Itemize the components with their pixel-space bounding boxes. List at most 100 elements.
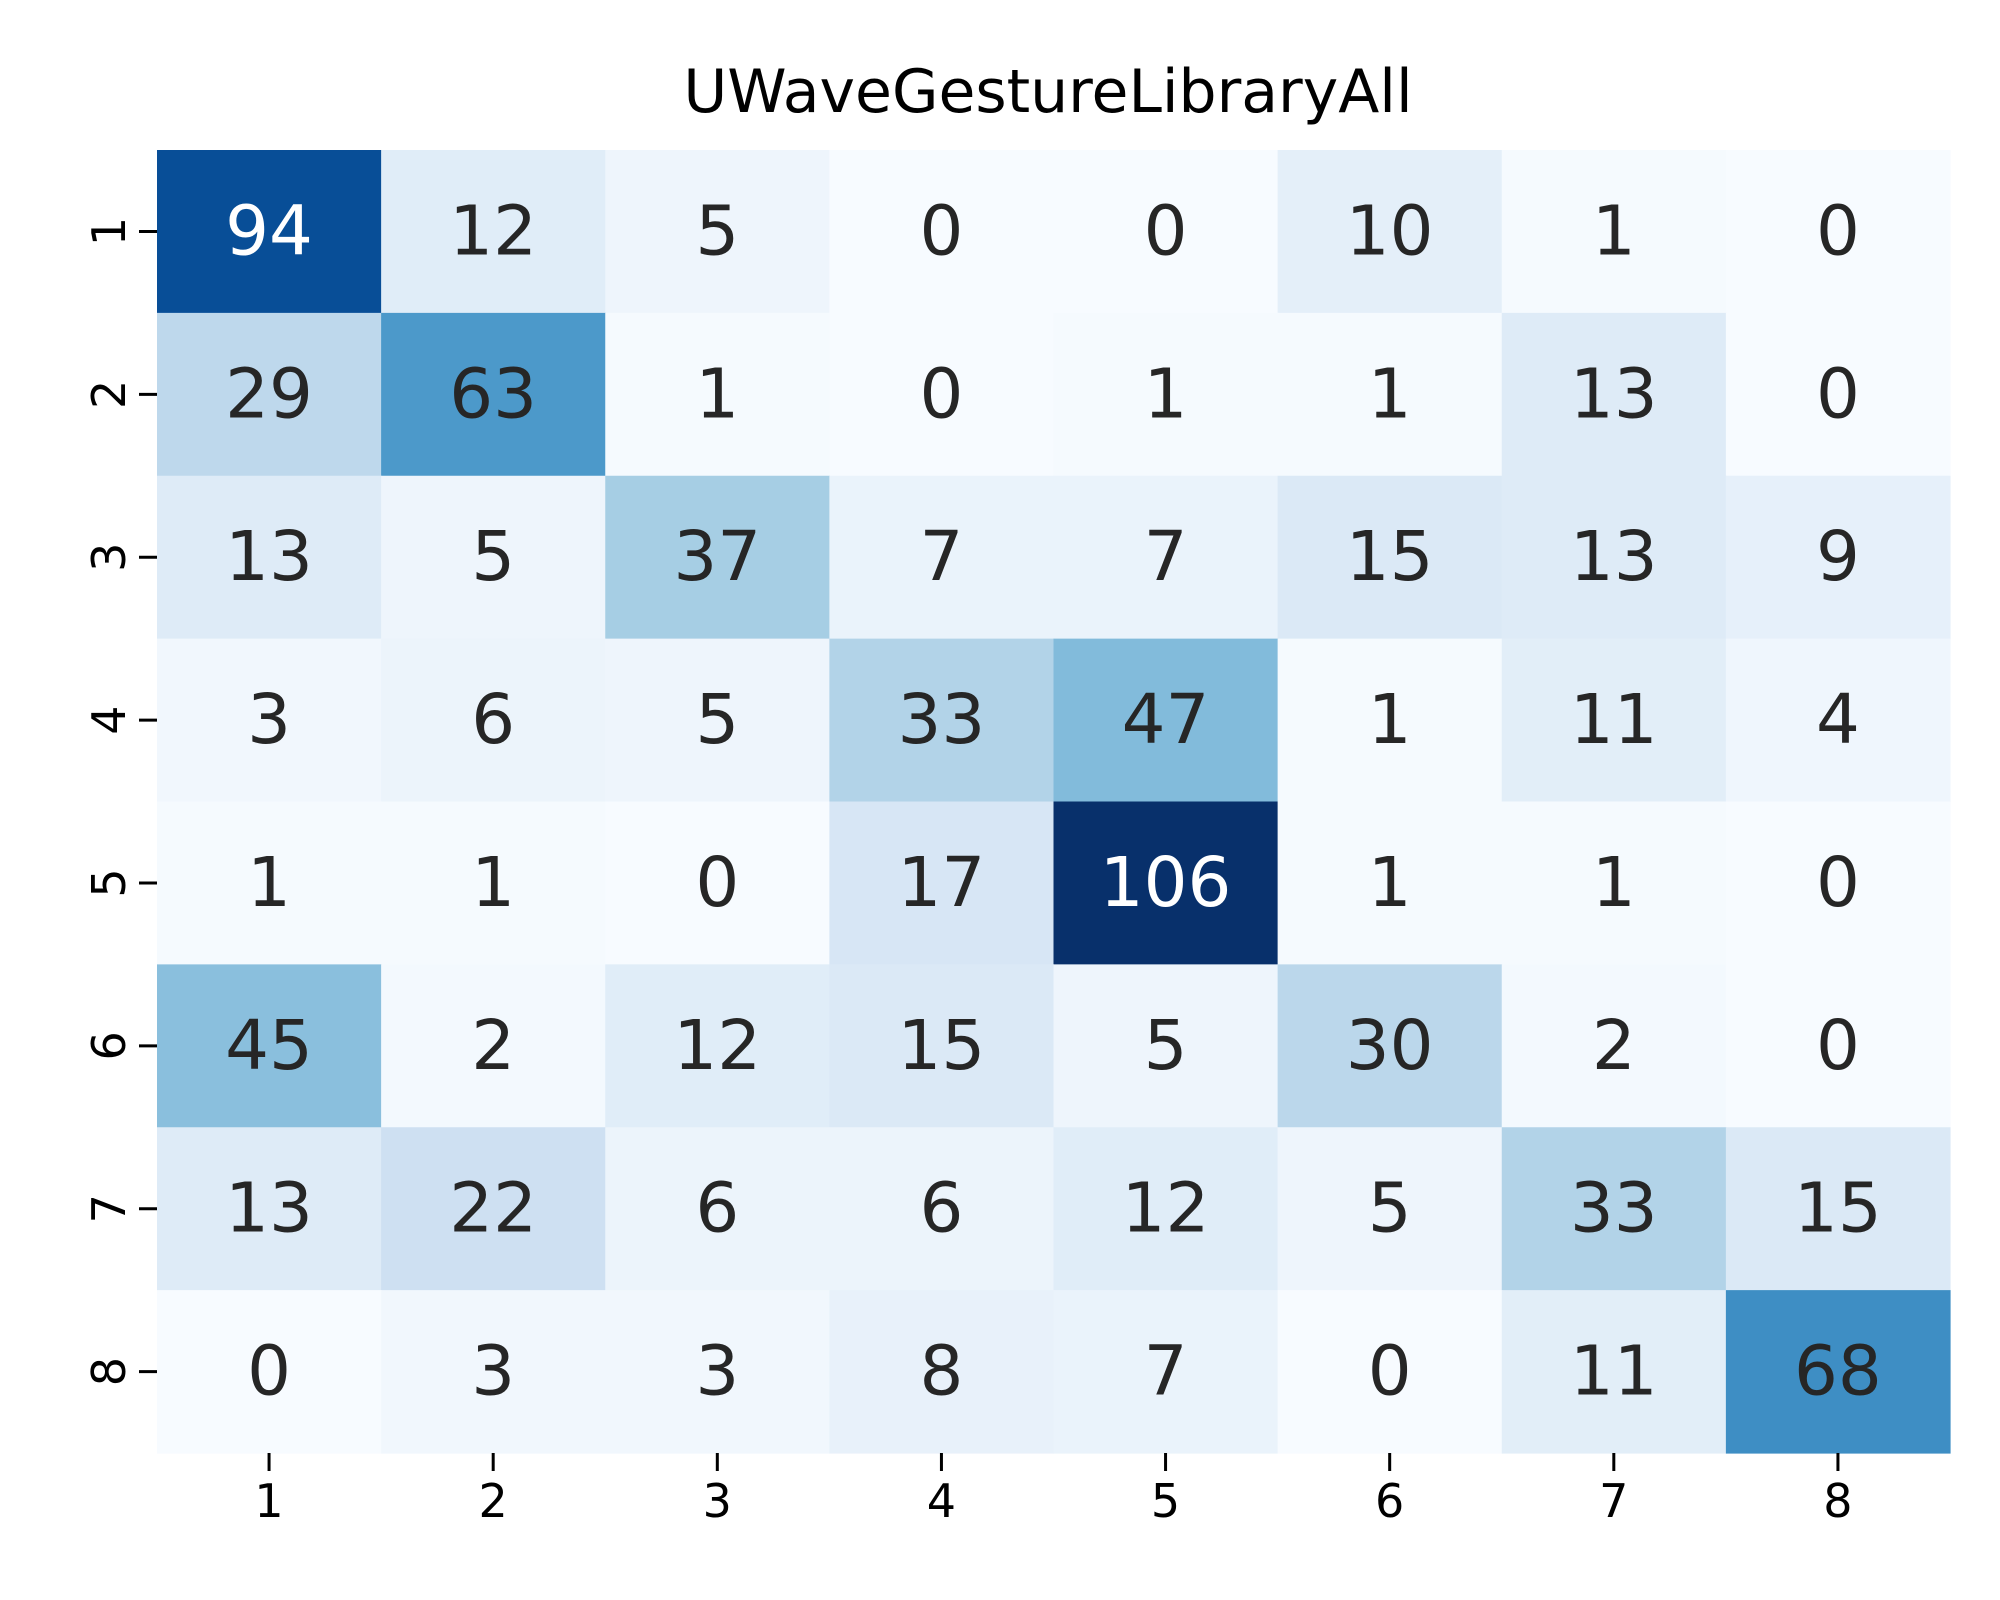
x-tick-label-8: 8 xyxy=(1823,1474,1852,1528)
heatmap-cell-r7-c8 xyxy=(1725,1127,1951,1291)
heatmap-cell-r3-c8 xyxy=(1725,475,1951,640)
heatmap-cell-labels: 94 12 5 0 0 10 1 029 63 1 0 1 1 13 013 5 37 7 7 15 13 93 6 5 33 4… xyxy=(225,191,1882,1411)
heatmap-cell-r8-c7 xyxy=(1501,1290,1727,1454)
cell-value-label-r2-c5: 1 xyxy=(1144,354,1188,434)
cell-value-label-r4-c3: 5 xyxy=(695,680,739,760)
cell-value-label-r3-c6: 15 xyxy=(1346,517,1434,597)
heatmap-cell-r2-c1 xyxy=(157,312,382,477)
heatmap-cell-r8-c6 xyxy=(1277,1290,1503,1454)
heatmap-cell-r8-c3 xyxy=(605,1290,830,1454)
cell-value-label-r4-c6: 1 xyxy=(1368,680,1412,760)
cell-value-label-r6-c3: 12 xyxy=(673,1006,761,1086)
cell-value-label-r1-c4: 0 xyxy=(919,191,963,271)
y-tick-label-7: 7 xyxy=(82,1194,136,1223)
cell-value-label-r1-c8: 0 xyxy=(1816,191,1860,271)
y-tick-label-1: 1 xyxy=(82,217,136,246)
heatmap-cell-r1-c8 xyxy=(1725,150,1951,314)
heatmap-cell-r1-c4 xyxy=(829,150,1055,314)
heatmap-cell-r4-c5 xyxy=(1053,638,1279,803)
cell-value-label-r8-c5: 7 xyxy=(1144,1332,1188,1412)
heatmap-cell-r2-c2 xyxy=(381,312,606,477)
cell-value-label-r3-c2: 5 xyxy=(471,517,515,597)
cell-value-label-r5-c1: 1 xyxy=(247,843,291,923)
heatmap-cells xyxy=(157,150,1951,1454)
cell-value-label-r3-c8: 9 xyxy=(1816,517,1860,597)
heatmap-cell-r4-c2 xyxy=(381,638,606,803)
x-tick-label-7: 7 xyxy=(1599,1474,1628,1528)
y-tick-label-2: 2 xyxy=(82,380,136,409)
cell-value-label-r7-c3: 6 xyxy=(695,1169,739,1249)
heatmap-cell-r5-c8 xyxy=(1725,801,1951,965)
cell-value-label-r7-c1: 13 xyxy=(225,1169,313,1249)
heatmap-cell-r7-c1 xyxy=(157,1127,382,1291)
cell-value-label-r5-c5: 106 xyxy=(1100,843,1232,923)
cell-value-label-r6-c7: 2 xyxy=(1592,1006,1636,1086)
heatmap-cell-r8-c2 xyxy=(381,1290,606,1454)
cell-value-label-r6-c2: 2 xyxy=(471,1006,515,1086)
x-axis: 1 2 3 4 5 6 7 8 xyxy=(254,1453,1853,1528)
cell-value-label-r8-c1: 0 xyxy=(247,1332,291,1412)
cell-value-label-r1-c6: 10 xyxy=(1346,191,1434,271)
heatmap-cell-r6-c1 xyxy=(157,964,382,1128)
heatmap-cell-r4-c3 xyxy=(605,638,830,803)
cell-value-label-r1-c2: 12 xyxy=(449,191,537,271)
heatmap-cell-r1-c2 xyxy=(381,150,606,314)
cell-value-label-r1-c5: 0 xyxy=(1144,191,1188,271)
heatmap-cell-r2-c3 xyxy=(605,312,830,477)
x-tick-label-5: 5 xyxy=(1151,1474,1180,1528)
heatmap-cell-r3-c2 xyxy=(381,475,606,640)
heatmap-cell-r2-c8 xyxy=(1725,312,1951,477)
cell-value-label-r2-c8: 0 xyxy=(1816,354,1860,434)
cell-value-label-r5-c6: 1 xyxy=(1368,843,1412,923)
cell-value-label-r1-c7: 1 xyxy=(1592,191,1636,271)
heatmap-cell-r6-c2 xyxy=(381,964,606,1128)
y-axis: 1 2 3 4 5 6 7 8 xyxy=(82,217,157,1386)
cell-value-label-r4-c1: 3 xyxy=(247,680,291,760)
heatmap-cell-r3-c5 xyxy=(1053,475,1279,640)
cell-value-label-r4-c2: 6 xyxy=(471,680,515,760)
heatmap-cell-r6-c7 xyxy=(1501,964,1727,1128)
cell-value-label-r3-c3: 37 xyxy=(673,517,761,597)
heatmap-cell-r3-c7 xyxy=(1501,475,1727,640)
heatmap-cell-r4-c8 xyxy=(1725,638,1951,803)
heatmap-cell-r6-c5 xyxy=(1053,964,1279,1128)
cell-value-label-r8-c3: 3 xyxy=(695,1332,739,1412)
heatmap-cell-r5-c1 xyxy=(157,801,382,965)
heatmap-cell-r7-c5 xyxy=(1053,1127,1279,1291)
heatmap-cell-r3-c6 xyxy=(1277,475,1503,640)
cell-value-label-r5-c4: 17 xyxy=(898,843,986,923)
heatmap-cell-r8-c1 xyxy=(157,1290,382,1454)
heatmap-cell-r1-c1 xyxy=(157,150,382,314)
cell-value-label-r8-c8: 68 xyxy=(1794,1332,1882,1412)
heatmap-cell-r3-c3 xyxy=(605,475,830,640)
y-tick-label-8: 8 xyxy=(82,1357,136,1386)
cell-value-label-r2-c4: 0 xyxy=(919,354,963,434)
cell-value-label-r4-c8: 4 xyxy=(1816,680,1860,760)
cell-value-label-r5-c3: 0 xyxy=(695,843,739,923)
heatmap-cell-r5-c2 xyxy=(381,801,606,965)
cell-value-label-r6-c8: 0 xyxy=(1816,1006,1860,1086)
cell-value-label-r4-c4: 33 xyxy=(898,680,986,760)
y-tick-label-4: 4 xyxy=(82,705,136,734)
cell-value-label-r7-c6: 5 xyxy=(1368,1169,1412,1249)
heatmap-cell-r5-c5 xyxy=(1053,801,1279,965)
x-tick-label-3: 3 xyxy=(703,1474,732,1528)
heatmap-cell-r6-c6 xyxy=(1277,964,1503,1128)
heatmap-cell-r6-c4 xyxy=(829,964,1055,1128)
heatmap-cell-r5-c6 xyxy=(1277,801,1503,965)
x-tick-label-2: 2 xyxy=(479,1474,508,1528)
heatmap-cell-r6-c8 xyxy=(1725,964,1951,1128)
cell-value-label-r4-c5: 47 xyxy=(1122,680,1210,760)
heatmap-cell-r5-c4 xyxy=(829,801,1055,965)
cell-value-label-r5-c2: 1 xyxy=(471,843,515,923)
cell-value-label-r2-c3: 1 xyxy=(695,354,739,434)
heatmap-cell-r6-c3 xyxy=(605,964,830,1128)
cell-value-label-r3-c1: 13 xyxy=(225,517,313,597)
heatmap-cell-r1-c7 xyxy=(1501,150,1727,314)
heatmap-cell-r7-c7 xyxy=(1501,1127,1727,1291)
cell-value-label-r7-c8: 15 xyxy=(1794,1169,1882,1249)
heatmap-cell-r4-c1 xyxy=(157,638,382,803)
heatmap-cell-r2-c6 xyxy=(1277,312,1503,477)
heatmap-cell-r4-c4 xyxy=(829,638,1055,803)
heatmap-cell-r8-c8 xyxy=(1725,1290,1951,1454)
